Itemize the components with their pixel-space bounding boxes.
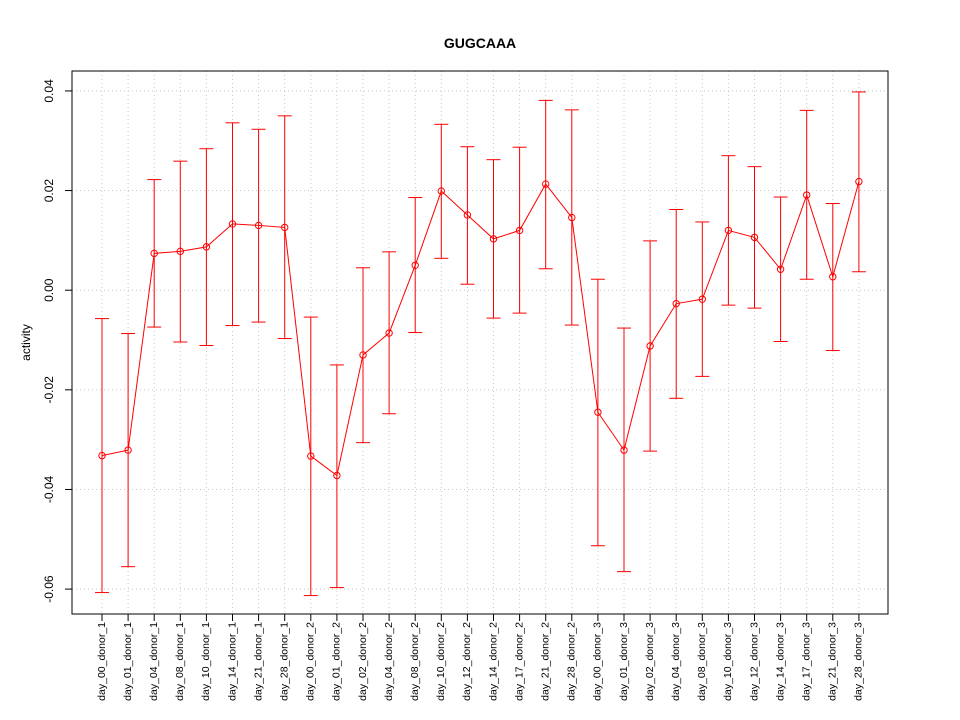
- x-tick-label: day_12_donor_2: [461, 622, 473, 701]
- x-tick-label: day_04_donor_1: [148, 622, 160, 701]
- series-line: [101, 181, 860, 477]
- x-tick-label: day_02_donor_3: [644, 622, 656, 701]
- x-tick-label: day_00_donor_2: [305, 622, 317, 701]
- data-point: [176, 247, 185, 256]
- data-point: [829, 273, 837, 281]
- y-tick-label: 0.04: [42, 79, 56, 103]
- x-tick-label: day_00_donor_3: [592, 622, 604, 701]
- x-tick-label: day_00_donor_1: [96, 622, 108, 701]
- x-tick-label: day_01_donor_3: [618, 622, 630, 701]
- x-tick-label: day_28_donor_3: [853, 622, 865, 701]
- data-point: [489, 235, 498, 243]
- x-tick-label: day_08_donor_1: [174, 622, 186, 701]
- data-point: [855, 177, 863, 186]
- y-axis: -0.06 -0.04 -0.02 0.00 0.02 0.04: [42, 79, 73, 603]
- y-tick-label: 0.02: [42, 179, 56, 203]
- x-tick-label: day_04_donor_3: [670, 622, 682, 701]
- grid: [72, 71, 888, 614]
- data-point: [515, 226, 524, 235]
- data-point: [202, 243, 211, 251]
- data-point: [776, 265, 785, 273]
- data-point: [333, 471, 341, 480]
- x-tick-label: day_28_donor_1: [278, 622, 290, 701]
- x-tick-label: day_14_donor_1: [226, 622, 238, 701]
- data-point: [620, 446, 628, 454]
- data-point: [724, 226, 733, 235]
- data-point: [385, 329, 393, 337]
- data-point: [594, 408, 602, 416]
- data-point: [698, 295, 706, 303]
- data-point: [750, 233, 759, 242]
- data-point: [307, 452, 315, 460]
- x-tick-label: day_10_donor_1: [200, 622, 212, 701]
- y-tick-label: -0.04: [42, 475, 56, 503]
- x-tick-label: day_12_donor_3: [748, 622, 760, 701]
- x-tick-label: day_02_donor_2: [357, 622, 369, 701]
- x-tick-label: day_08_donor_2: [409, 622, 421, 701]
- y-tick-label: -0.06: [42, 575, 56, 603]
- y-tick-label: 0.00: [42, 278, 56, 302]
- data-point: [150, 249, 158, 258]
- x-tick-label: day_10_donor_2: [435, 622, 447, 701]
- x-tick-label: day_08_donor_3: [696, 622, 708, 701]
- x-tick-label: day_28_donor_2: [566, 622, 578, 701]
- series-layer: [95, 91, 866, 597]
- data-point: [281, 223, 289, 232]
- data-point: [411, 261, 419, 269]
- data-point: [359, 351, 367, 359]
- data-point: [228, 220, 237, 228]
- data-point: [803, 191, 811, 199]
- data-point: [672, 299, 680, 308]
- x-tick-label: day_04_donor_2: [383, 622, 395, 701]
- y-axis-label: activity: [19, 324, 33, 361]
- x-tick-label: day_21_donor_3: [827, 622, 839, 701]
- x-axis: day_00_donor_1 day_01_donor_1 day_04_donor…: [96, 613, 865, 701]
- x-tick-label: day_14_donor_2: [487, 622, 499, 701]
- x-tick-label: day_17_donor_3: [800, 622, 812, 701]
- data-point: [124, 446, 132, 454]
- x-tick-label: day_01_donor_2: [331, 622, 343, 701]
- y-tick-label: -0.02: [42, 376, 56, 404]
- data-point: [463, 211, 472, 219]
- x-tick-label: day_01_donor_1: [122, 622, 134, 701]
- chart-title: GUGCAAA: [444, 35, 516, 51]
- x-tick-label: day_17_donor_2: [513, 622, 525, 701]
- data-point: [254, 221, 263, 230]
- data-point: [568, 213, 576, 222]
- data-point: [542, 180, 550, 188]
- x-tick-label: day_14_donor_3: [774, 622, 786, 701]
- data-point: [437, 187, 445, 195]
- x-tick-label: day_10_donor_3: [722, 622, 734, 701]
- x-tick-label: day_21_donor_1: [252, 622, 264, 701]
- data-point: [98, 451, 106, 460]
- x-tick-label: day_21_donor_2: [539, 622, 551, 701]
- data-point: [646, 342, 654, 350]
- plot-frame: [71, 70, 889, 615]
